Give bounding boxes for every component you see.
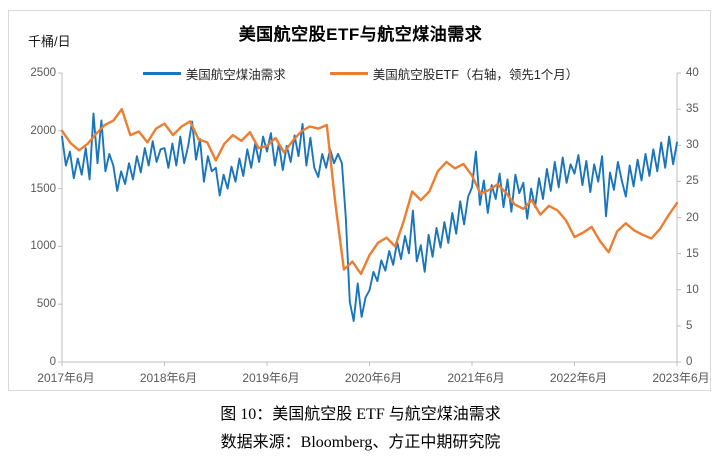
legend-label-demand: 美国航空煤油需求 — [185, 68, 286, 82]
figure-caption: 图 10：美国航空股 ETF 与航空煤油需求 — [220, 406, 501, 423]
left-axis-tick-label: 0 — [49, 356, 56, 368]
etf-line-swatch — [329, 71, 368, 76]
right-axis-tick-label: 20 — [686, 211, 699, 224]
right-axis-tick-label: 0 — [686, 356, 693, 368]
left-axis-tick-label: 1500 — [30, 182, 56, 195]
legend-item-demand: 美国航空煤油需求 — [142, 64, 286, 83]
left-axis-tick-label: 500 — [36, 298, 56, 311]
x-axis-category-label: 2023年6月 — [652, 371, 710, 385]
right-axis-tick-label: 25 — [686, 175, 699, 188]
left-axis-tick-label: 2500 — [30, 67, 56, 79]
right-axis-tick-label: 35 — [686, 103, 699, 116]
right-axis-tick-label: 40 — [686, 67, 699, 79]
x-axis-category-label: 2022年6月 — [549, 371, 608, 385]
chart-legend: 美国航空煤油需求 美国航空股ETF（右轴，领先1个月） — [0, 64, 721, 83]
right-axis-tick-label: 10 — [686, 283, 699, 296]
right-axis-tick-label: 15 — [686, 247, 699, 260]
left-axis-tick-label: 2000 — [30, 124, 56, 137]
x-axis-category-label: 2020年6月 — [344, 371, 403, 385]
legend-label-etf: 美国航空股ETF（右轴，领先1个月） — [372, 68, 579, 82]
right-axis-tick-label: 30 — [686, 139, 699, 152]
demand-line-swatch — [142, 72, 181, 75]
x-axis-category-label: 2018年6月 — [139, 371, 198, 385]
x-axis-category-label: 2017年6月 — [37, 371, 95, 385]
right-axis-tick-label: 5 — [686, 319, 693, 332]
x-axis-category-label: 2019年6月 — [242, 371, 300, 385]
x-axis-category-label: 2021年6月 — [447, 371, 505, 385]
left-axis-tick-label: 1000 — [30, 240, 56, 253]
left-axis-unit-label: 千桶/日 — [28, 34, 71, 49]
chart-title: 美国航空股ETF与航空煤油需求 — [238, 25, 483, 44]
data-source-caption: 数据来源：Bloomberg、方正中期研究院 — [220, 434, 501, 451]
legend-item-etf: 美国航空股ETF（右轴，领先1个月） — [329, 64, 579, 83]
